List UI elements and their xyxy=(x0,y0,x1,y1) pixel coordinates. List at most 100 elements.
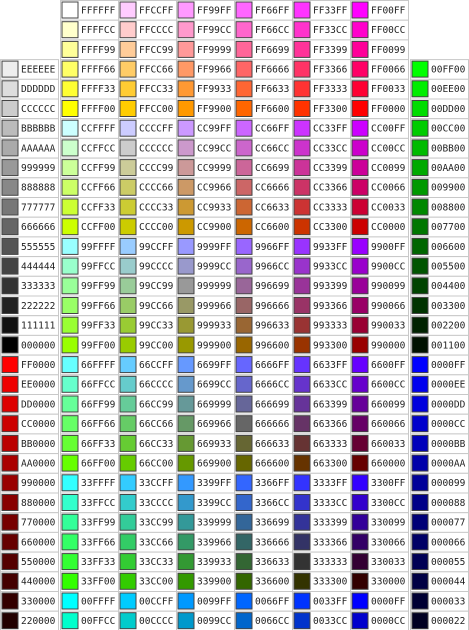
color-code: FF6600 xyxy=(255,104,290,115)
color-code: FFFF33 xyxy=(81,84,115,95)
color-code: CC3333 xyxy=(313,202,347,213)
color-code: 993366 xyxy=(313,301,348,312)
color-code: 6666FF xyxy=(255,360,290,371)
color-code: 000099 xyxy=(431,478,466,489)
color-code: 66FF33 xyxy=(81,439,115,450)
swatch xyxy=(177,218,195,236)
color-code: FF6666 xyxy=(255,64,290,75)
color-code: 996666 xyxy=(255,301,290,312)
color-code: 333333 xyxy=(21,281,55,292)
swatch xyxy=(1,533,19,551)
color-code: 0066FF xyxy=(255,596,290,607)
swatch xyxy=(235,21,253,39)
swatch xyxy=(293,415,311,433)
swatch xyxy=(1,60,19,78)
swatch xyxy=(411,139,429,157)
color-code: 00AA00 xyxy=(431,163,466,174)
swatch xyxy=(235,415,253,433)
color-code: CC6699 xyxy=(255,163,290,174)
color-code: 001100 xyxy=(431,340,466,351)
color-code: CC9999 xyxy=(197,163,232,174)
color-code: 66FF99 xyxy=(81,399,116,410)
color-code: 0000FF xyxy=(431,360,466,371)
swatch xyxy=(235,159,253,177)
swatch xyxy=(61,356,79,374)
swatch xyxy=(177,395,195,413)
swatch xyxy=(61,316,79,334)
swatch xyxy=(61,553,79,571)
color-code: 33FF66 xyxy=(81,537,116,548)
color-code: 9933FF xyxy=(313,242,348,253)
swatch xyxy=(177,297,195,314)
color-code: 990000 xyxy=(371,340,406,351)
color-code: 99FF99 xyxy=(81,281,116,292)
color-code: FF9933 xyxy=(197,84,231,95)
swatch xyxy=(1,139,19,157)
color-code: CC9900 xyxy=(197,222,232,233)
color-code: 9999FF xyxy=(197,242,232,253)
color-code: 6666CC xyxy=(255,380,289,391)
color-code: CC33CC xyxy=(313,143,347,154)
swatch xyxy=(293,592,311,610)
swatch xyxy=(61,218,79,236)
color-code: 00BB00 xyxy=(431,143,466,154)
color-code: 339966 xyxy=(197,537,232,548)
swatch xyxy=(61,159,79,177)
color-code: 990033 xyxy=(371,321,405,332)
swatch xyxy=(1,356,19,374)
color-code: 00CCFF xyxy=(139,596,174,607)
color-code: 993300 xyxy=(313,340,348,351)
color-code: 66CC66 xyxy=(139,419,174,430)
swatch xyxy=(411,474,429,492)
color-code: CC9966 xyxy=(197,183,232,194)
swatch xyxy=(61,395,79,413)
color-code: CC99FF xyxy=(197,124,232,135)
swatch xyxy=(1,612,19,630)
color-code: 660000 xyxy=(371,458,406,469)
color-code: 33FFFF xyxy=(81,478,116,489)
swatch xyxy=(235,100,253,117)
swatch xyxy=(235,513,253,531)
swatch xyxy=(61,40,79,58)
color-code: 666666 xyxy=(255,419,290,430)
swatch xyxy=(351,40,369,58)
swatch xyxy=(177,434,195,452)
swatch xyxy=(119,356,137,374)
color-code: 999900 xyxy=(197,340,232,351)
swatch xyxy=(1,297,19,314)
swatch xyxy=(177,1,195,19)
color-code: 009900 xyxy=(431,183,466,194)
swatch xyxy=(119,375,137,393)
swatch xyxy=(351,375,369,393)
color-code: CC99CC xyxy=(197,143,231,154)
swatch xyxy=(119,454,137,472)
swatch xyxy=(411,100,429,117)
color-code: 9900CC xyxy=(371,261,405,272)
swatch xyxy=(235,198,253,216)
color-code: 00CC00 xyxy=(431,124,466,135)
color-code: DD0000 xyxy=(21,399,56,410)
swatch xyxy=(235,80,253,98)
swatch xyxy=(61,257,79,275)
color-code: 3333CC xyxy=(313,498,347,509)
swatch xyxy=(61,297,79,314)
swatch xyxy=(293,237,311,255)
swatch xyxy=(351,356,369,374)
color-code: CCCC66 xyxy=(139,183,174,194)
swatch xyxy=(177,139,195,157)
color-code: 99FFFF xyxy=(81,242,116,253)
color-code: 3300CC xyxy=(371,498,405,509)
color-code: 6699FF xyxy=(197,360,232,371)
color-code: CC66CC xyxy=(255,143,289,154)
swatch xyxy=(293,316,311,334)
color-code: 333333 xyxy=(313,557,347,568)
swatch xyxy=(119,395,137,413)
swatch xyxy=(351,474,369,492)
color-code: 660099 xyxy=(371,399,406,410)
swatch xyxy=(293,178,311,196)
color-code: 33FF99 xyxy=(81,518,116,529)
swatch xyxy=(61,415,79,433)
swatch xyxy=(61,336,79,354)
swatch xyxy=(119,40,137,58)
swatch xyxy=(1,178,19,196)
